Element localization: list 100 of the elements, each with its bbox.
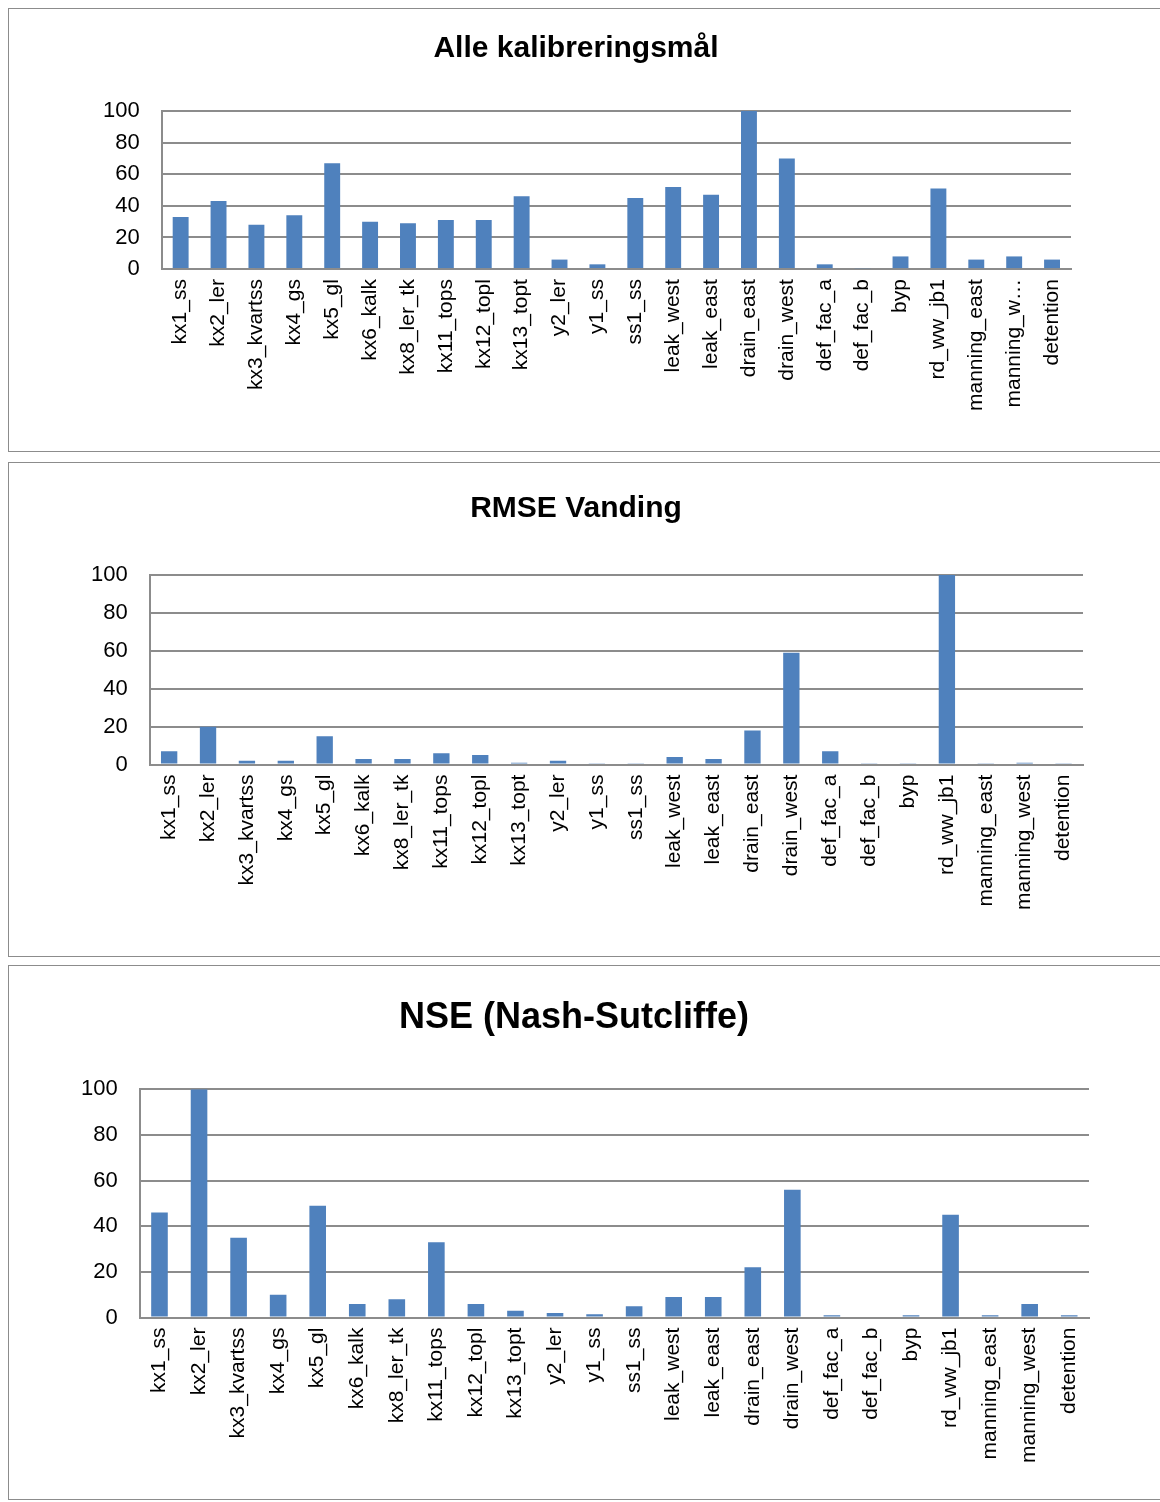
x-tick-label: rd_ww_jb1 bbox=[933, 774, 958, 875]
x-tick-label: manning_east bbox=[976, 1327, 1001, 1460]
bar bbox=[783, 652, 800, 764]
y-tick-label: 40 bbox=[93, 1212, 118, 1238]
x-tick-label: rd_ww_jb1 bbox=[937, 1327, 962, 1428]
bar bbox=[475, 220, 492, 269]
x-tick-label: detention bbox=[1056, 1327, 1080, 1415]
bar bbox=[625, 1306, 643, 1317]
x-tick-label: manning_west bbox=[1016, 1327, 1041, 1464]
x-tick-label: kx8_ler_tk bbox=[383, 1327, 408, 1424]
x-tick-label: kx4_gs bbox=[281, 279, 306, 346]
bar bbox=[741, 111, 757, 269]
bar bbox=[433, 753, 450, 764]
x-tick-label: ss1_ss bbox=[622, 774, 647, 840]
bar bbox=[160, 751, 178, 764]
x-tick-label: y2_ler bbox=[541, 1327, 566, 1385]
x-tick-label: ss1_ss bbox=[622, 279, 647, 345]
bar bbox=[586, 1314, 603, 1317]
bar bbox=[784, 1189, 801, 1317]
bar bbox=[400, 223, 416, 269]
bar bbox=[546, 1313, 564, 1317]
x-tick-label: detention bbox=[1038, 279, 1062, 366]
x-tick-label: kx13_topt bbox=[505, 774, 530, 866]
bar bbox=[309, 1205, 327, 1317]
x-tick-label: kx6_kalk bbox=[350, 774, 375, 857]
x-tick-label: manning_east bbox=[972, 774, 997, 907]
x-tick-label: kx1_ss bbox=[155, 774, 180, 840]
bar bbox=[942, 1214, 959, 1317]
x-tick-label: drain_east bbox=[735, 278, 760, 378]
x-tick-label: kx12_topl bbox=[467, 774, 492, 865]
bar bbox=[744, 1267, 762, 1317]
y-tick-label: 80 bbox=[93, 1120, 118, 1146]
chart-title: NSE (Nash-Sutcliffe) bbox=[398, 994, 750, 1036]
y-tick-label: 20 bbox=[115, 223, 140, 249]
bar bbox=[744, 730, 761, 764]
x-tick-label: leak_west bbox=[661, 774, 686, 868]
x-tick-label: kx12_topl bbox=[470, 279, 495, 369]
x-tick-label: leak_east bbox=[700, 774, 725, 865]
x-tick-label: kx1_ss bbox=[146, 1327, 171, 1393]
x-tick-label: manning_east bbox=[963, 278, 988, 412]
x-tick-label: byp bbox=[887, 279, 911, 313]
y-tick-label: 100 bbox=[102, 97, 140, 123]
bar bbox=[665, 186, 682, 269]
x-tick-label: kx5_gl bbox=[311, 774, 336, 836]
y-tick-label: 40 bbox=[103, 674, 128, 700]
bar bbox=[238, 760, 256, 764]
x-tick-label: drain_west bbox=[773, 278, 798, 381]
x-tick-label: def_fac_a bbox=[817, 774, 842, 867]
bar bbox=[286, 215, 303, 269]
bar bbox=[968, 259, 985, 269]
x-tick-label: kx3_kvartss bbox=[225, 1327, 250, 1439]
bar bbox=[1021, 1303, 1038, 1317]
bar bbox=[703, 194, 720, 269]
x-tick-label: drain_east bbox=[739, 774, 764, 873]
x-tick-label: kx6_kalk bbox=[356, 278, 381, 361]
x-tick-label: manning_west bbox=[1011, 774, 1036, 911]
x-tick-label: def_fac_b bbox=[855, 774, 880, 867]
x-tick-label: kx11_tops bbox=[423, 1327, 448, 1422]
x-tick-label: manning_w… bbox=[1000, 279, 1025, 408]
y-tick-label: 40 bbox=[115, 191, 140, 217]
bar bbox=[704, 1297, 722, 1317]
x-tick-label: leak_west bbox=[659, 278, 684, 373]
bar bbox=[513, 196, 530, 269]
bar bbox=[190, 1089, 208, 1317]
bar bbox=[507, 1310, 524, 1317]
x-tick-label: leak_east bbox=[700, 1327, 725, 1418]
x-tick-label: y1_ss bbox=[583, 774, 608, 830]
x-tick-label: kx8_ler_tk bbox=[389, 774, 414, 871]
bar bbox=[210, 201, 227, 269]
bar bbox=[151, 1212, 168, 1317]
bar bbox=[549, 760, 567, 764]
x-tick-label: drain_east bbox=[739, 1327, 764, 1426]
x-tick-label: kx4_gs bbox=[264, 1327, 289, 1395]
x-tick-label: kx2_ler bbox=[185, 1327, 210, 1396]
y-tick-label: 0 bbox=[127, 255, 140, 281]
bar bbox=[938, 575, 956, 764]
chart-title: RMSE Vanding bbox=[470, 490, 682, 524]
bar bbox=[269, 1294, 287, 1317]
x-tick-label: y2_ler bbox=[544, 774, 569, 832]
x-tick-label: leak_west bbox=[660, 1327, 685, 1421]
bar bbox=[589, 264, 606, 269]
x-tick-label: ss1_ss bbox=[620, 1327, 645, 1393]
bar bbox=[1006, 256, 1023, 269]
bar bbox=[437, 220, 454, 269]
x-tick-label: kx11_tops bbox=[428, 774, 453, 869]
x-tick-label: kx8_ler_tk bbox=[394, 278, 419, 375]
y-tick-label: 0 bbox=[105, 1303, 118, 1329]
x-tick-label: kx3_kvartss bbox=[243, 279, 268, 390]
x-tick-label: kx2_ler bbox=[205, 279, 230, 347]
x-tick-label: byp bbox=[897, 1327, 921, 1362]
bar bbox=[355, 758, 372, 764]
x-tick-label: kx5_gl bbox=[319, 279, 343, 340]
y-tick-label: 20 bbox=[103, 712, 128, 738]
bar bbox=[930, 188, 947, 269]
y-tick-label: 60 bbox=[103, 636, 128, 662]
x-tick-label: rd_ww_jb1 bbox=[925, 279, 950, 380]
x-tick-label: kx6_kalk bbox=[344, 1327, 369, 1410]
x-tick-label: def_fac_b bbox=[858, 1327, 883, 1420]
y-tick-label: 0 bbox=[115, 750, 128, 776]
x-tick-label: kx2_ler bbox=[194, 774, 219, 843]
